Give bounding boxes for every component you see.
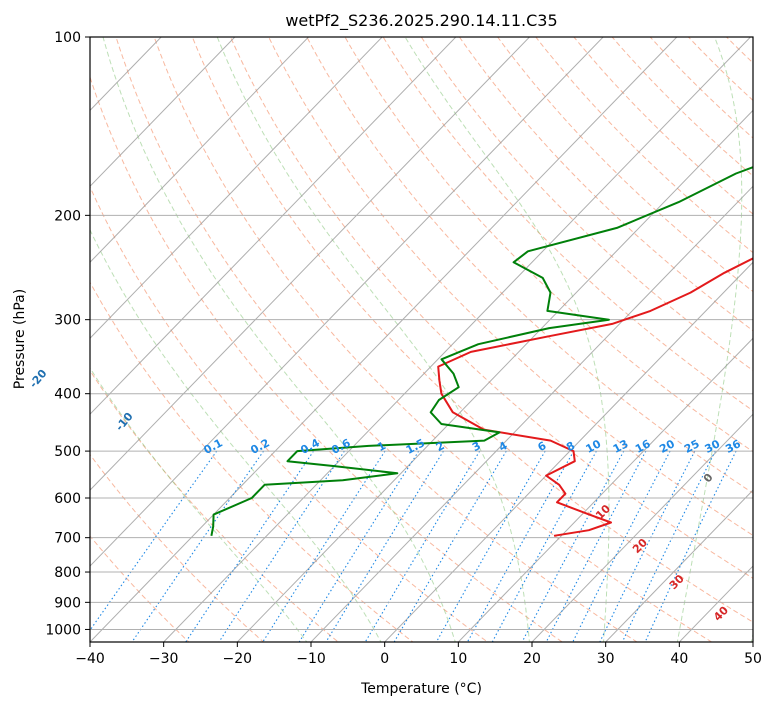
mixing-ratio-label: 13 bbox=[611, 437, 631, 456]
mixing-ratio-line bbox=[599, 450, 696, 642]
y-tick-label: 700 bbox=[54, 531, 81, 547]
temperature-profile bbox=[437, 257, 753, 537]
y-tick-label: 1000 bbox=[45, 622, 81, 638]
isotherm-line bbox=[236, 109, 753, 642]
mixing-ratio-label: 20 bbox=[657, 437, 677, 456]
mixing-ratio-line bbox=[262, 450, 386, 642]
mixing-ratio-line bbox=[185, 450, 314, 642]
x-tick-label: 50 bbox=[744, 651, 762, 667]
y-tick-label: 600 bbox=[54, 491, 81, 507]
dewpoint-profile bbox=[210, 166, 753, 536]
dry-adiabat-line bbox=[382, 37, 753, 412]
y-tick-label: 200 bbox=[54, 208, 81, 224]
isotherm-line bbox=[90, 37, 604, 567]
moist-adiabat-line bbox=[90, 367, 308, 642]
y-tick-label: 800 bbox=[54, 565, 81, 581]
mixing-ratio-line bbox=[491, 450, 597, 642]
mixing-ratio-line bbox=[644, 450, 737, 642]
x-axis-title: Temperature (°C) bbox=[360, 681, 482, 697]
isotherm-line bbox=[90, 37, 678, 642]
isotherm-line bbox=[531, 413, 753, 642]
dry-adiabat-line bbox=[306, 37, 753, 494]
isotherm-line bbox=[604, 489, 753, 642]
x-tick-label: 0 bbox=[380, 651, 389, 667]
isotherm-line bbox=[90, 37, 310, 263]
mixing-ratio-label: 10 bbox=[584, 437, 604, 456]
y-tick-label: 100 bbox=[54, 30, 81, 46]
x-tick-label: −30 bbox=[149, 651, 179, 667]
mixing-ratio-label: 16 bbox=[633, 437, 653, 456]
plot-frame bbox=[89, 36, 754, 643]
isotherm-line bbox=[457, 337, 753, 642]
isotherm-line bbox=[90, 37, 383, 339]
y-axis-title: Pressure (hPa) bbox=[12, 289, 28, 389]
mixing-ratio-line bbox=[572, 450, 671, 642]
isotherm-line bbox=[310, 185, 753, 642]
mixing-ratio-line bbox=[218, 450, 345, 642]
dry-adiabat-line bbox=[344, 37, 753, 453]
mixing-ratio-line bbox=[298, 450, 420, 642]
mixing-ratio-label: 25 bbox=[682, 437, 702, 456]
dry-adiabat-line bbox=[420, 37, 753, 372]
mixing-ratio-line bbox=[393, 450, 507, 642]
isotherm-line bbox=[90, 37, 457, 415]
isotherm-line bbox=[162, 37, 752, 642]
dry-adiabat-line bbox=[458, 37, 753, 332]
x-tick-label: −10 bbox=[296, 651, 326, 667]
y-tick-label: 500 bbox=[54, 444, 81, 460]
mixing-ratio-line bbox=[621, 450, 716, 642]
mixing-ratio-line bbox=[545, 450, 647, 642]
x-tick-label: 20 bbox=[523, 651, 541, 667]
y-tick-label: 300 bbox=[54, 313, 81, 329]
x-tick-label: −20 bbox=[223, 651, 253, 667]
x-tick-label: 40 bbox=[670, 651, 688, 667]
mixing-ratio-label: 36 bbox=[723, 437, 743, 456]
mixing-ratio-line bbox=[521, 450, 625, 642]
dry-adiabat-line bbox=[268, 37, 753, 536]
mixing-ratio-label: 30 bbox=[703, 437, 723, 456]
isotherm-line bbox=[90, 37, 531, 491]
y-tick-label: 900 bbox=[54, 595, 81, 611]
mixing-ratio-line bbox=[435, 450, 546, 642]
y-tick-label: 400 bbox=[54, 387, 81, 403]
dry-adiabat-line bbox=[229, 37, 753, 579]
chart-title: wetPf2_S236.2025.290.14.11.C35 bbox=[285, 11, 557, 31]
x-tick-label: 30 bbox=[597, 651, 615, 667]
isotherm-line bbox=[90, 37, 236, 188]
isotherm-line bbox=[383, 261, 753, 642]
x-tick-label: −40 bbox=[75, 651, 105, 667]
x-tick-label: 10 bbox=[449, 651, 467, 667]
mixing-ratio-line bbox=[90, 450, 218, 632]
